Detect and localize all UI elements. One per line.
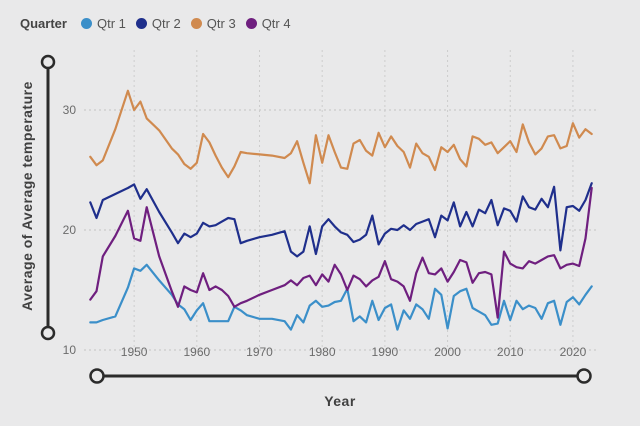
series-line-qtr-1[interactable] <box>89 263 593 331</box>
legend-swatch-qtr-2 <box>135 17 147 29</box>
y-axis-title: Average of Average temperature <box>19 81 35 311</box>
x-tick-label: 2000 <box>434 345 461 359</box>
series-line-qtr-3[interactable] <box>89 89 593 185</box>
x-axis-ticks: 1950 1960 1970 1980 1990 2000 2010 2020 <box>121 345 587 359</box>
y-slider-handle-bottom[interactable] <box>40 325 56 341</box>
legend-swatch-qtr-4 <box>245 17 257 29</box>
legend-label-qtr-3: Qtr 3 <box>206 15 236 31</box>
legend-title: Quarter <box>20 15 67 31</box>
legend-swatch-qtr-1 <box>80 17 92 29</box>
x-tick-label: 1970 <box>246 345 273 359</box>
legend-item-qtr-2[interactable]: Qtr 2 <box>135 15 181 31</box>
y-tick-label: 10 <box>63 343 77 357</box>
x-tick-label: 1990 <box>372 345 399 359</box>
x-axis-title: Year <box>324 393 356 409</box>
legend-label-qtr-1: Qtr 1 <box>96 15 126 31</box>
legend: Quarter Qtr 1 Qtr 2 Qtr 3 Qtr 4 <box>20 12 291 34</box>
legend-label-qtr-2: Qtr 2 <box>151 15 181 31</box>
x-zoom-slider[interactable] <box>89 368 592 384</box>
y-tick-label: 20 <box>63 223 77 237</box>
x-slider-handle-right[interactable] <box>576 368 592 384</box>
x-tick-label: 1950 <box>121 345 148 359</box>
y-zoom-slider[interactable] <box>40 54 56 341</box>
legend-label-qtr-4: Qtr 4 <box>261 15 291 31</box>
gridlines <box>84 50 598 351</box>
y-slider-handle-top[interactable] <box>40 54 56 70</box>
legend-swatch-qtr-3 <box>190 17 202 29</box>
x-tick-label: 1980 <box>309 345 336 359</box>
legend-item-qtr-4[interactable]: Qtr 4 <box>245 15 291 31</box>
x-tick-label: 1960 <box>183 345 210 359</box>
y-axis-ticks: 10 20 30 <box>63 103 77 357</box>
legend-item-qtr-1[interactable]: Qtr 1 <box>80 15 126 31</box>
y-tick-label: 30 <box>63 103 77 117</box>
series-line-qtr-2[interactable] <box>89 182 593 258</box>
x-tick-label: 2020 <box>560 345 587 359</box>
series-line-qtr-4[interactable] <box>89 186 593 319</box>
series-lines <box>89 89 593 331</box>
x-slider-handle-left[interactable] <box>89 368 105 384</box>
x-tick-label: 2010 <box>497 345 524 359</box>
legend-item-qtr-3[interactable]: Qtr 3 <box>190 15 236 31</box>
